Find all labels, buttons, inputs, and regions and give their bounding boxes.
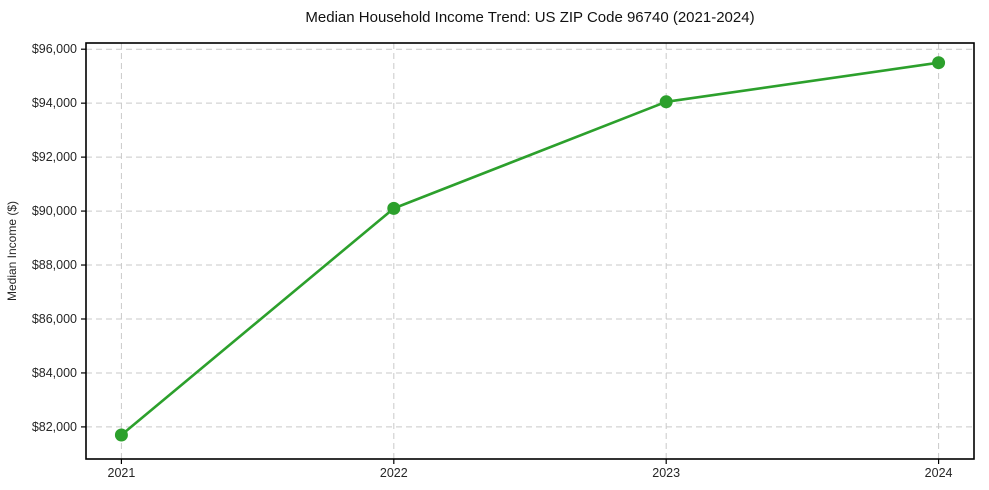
data-point-marker (659, 95, 673, 109)
chart-title: Median Household Income Trend: US ZIP Co… (305, 9, 754, 26)
x-tick-label: 2021 (108, 466, 136, 480)
data-point-marker (387, 201, 401, 215)
y-axis-label: Median Income ($) (5, 201, 19, 301)
data-point-marker (114, 428, 128, 442)
y-tick-label: $84,000 (32, 366, 77, 380)
y-tick-label: $90,000 (32, 204, 77, 218)
y-tick-label: $88,000 (32, 258, 77, 272)
y-tick-label: $82,000 (32, 420, 77, 434)
series-layer (114, 56, 946, 442)
y-tick-label: $96,000 (32, 42, 77, 56)
grid-layer (86, 43, 974, 459)
income-trend-line (120, 61, 940, 437)
y-tick-label: $86,000 (32, 312, 77, 326)
x-tick-label: 2024 (925, 466, 953, 480)
x-tick-label: 2022 (380, 466, 408, 480)
y-tick-label: $94,000 (32, 96, 77, 110)
data-point-marker (932, 56, 946, 70)
x-tick-label: 2023 (652, 466, 680, 480)
y-tick-label: $92,000 (32, 150, 77, 164)
tick-layer: $82,000 $84,000 $86,000 $88,000 $90,000 $92,0… (32, 42, 953, 480)
plot-border (85, 42, 975, 460)
